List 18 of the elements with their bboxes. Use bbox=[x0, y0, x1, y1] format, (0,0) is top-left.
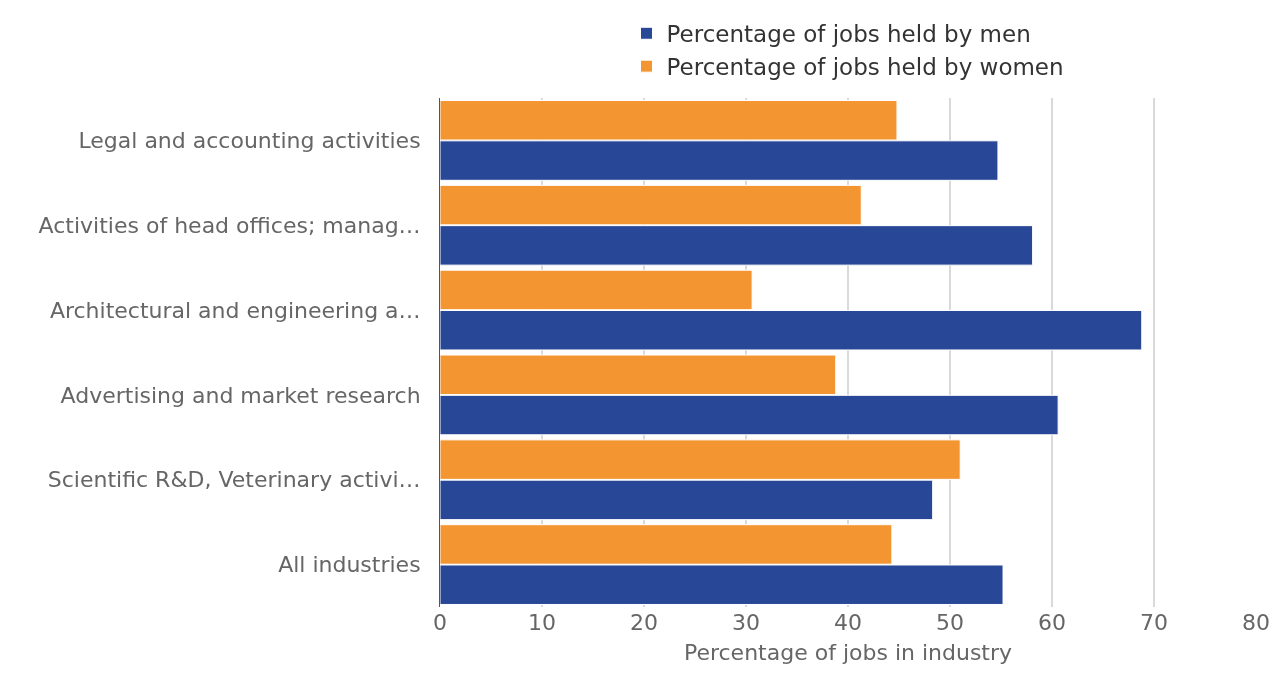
y-tick-label: Scientific R&D, Veterinary activi… bbox=[47, 467, 435, 493]
x-tick-label: 50 bbox=[936, 610, 964, 635]
y-tick-label: Activities of head offices; manag… bbox=[38, 212, 435, 238]
y-tick-label: All industries bbox=[278, 552, 435, 578]
y-tick-label: Legal and accounting activities bbox=[78, 128, 435, 154]
legend-label: Percentage of jobs held by women bbox=[666, 54, 1064, 81]
x-tick-label: 40 bbox=[834, 610, 862, 635]
x-tick-label: 0 bbox=[433, 610, 447, 635]
x-tick-label: 20 bbox=[630, 610, 658, 635]
y-tick-label: Architectural and engineering a… bbox=[49, 297, 435, 323]
x-tick-label: 70 bbox=[1140, 610, 1168, 635]
x-tick-label: 60 bbox=[1038, 610, 1066, 635]
x-tick-label: 30 bbox=[732, 610, 760, 635]
x-axis-title: Percentage of jobs in industry bbox=[683, 639, 1013, 665]
y-tick-label: Advertising and market research bbox=[60, 382, 435, 408]
x-tick-label: 80 bbox=[1242, 610, 1270, 635]
x-tick-label: 10 bbox=[528, 610, 556, 635]
legend-label: Percentage of jobs held by men bbox=[666, 21, 1031, 48]
